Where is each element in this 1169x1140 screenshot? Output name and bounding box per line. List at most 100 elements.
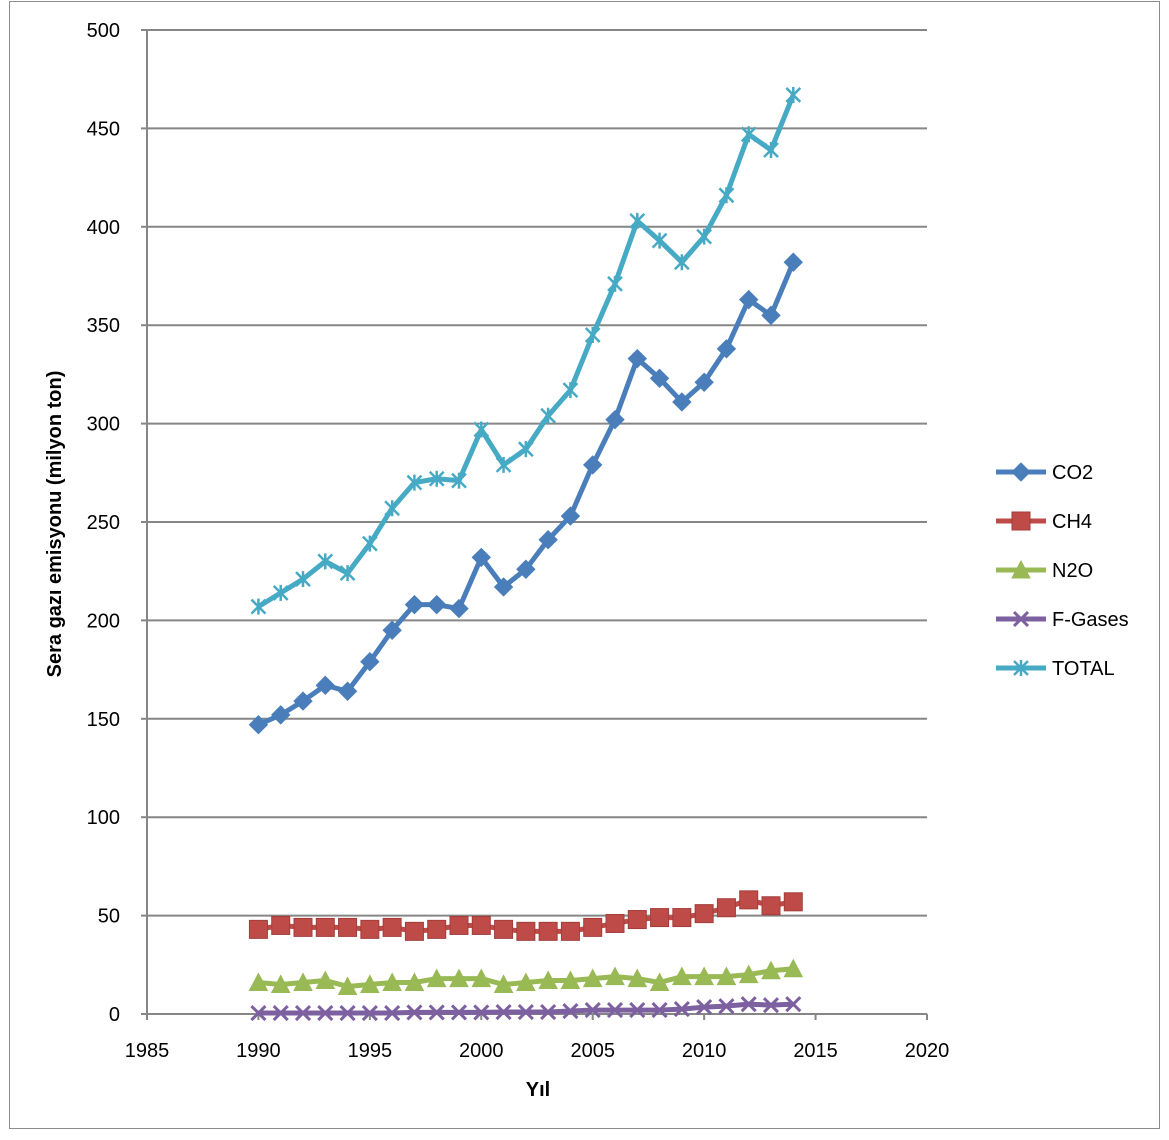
data-point xyxy=(517,1003,534,1021)
y-tick-label: 400 xyxy=(87,217,120,239)
data-point xyxy=(516,559,536,579)
y-tick-label: 500 xyxy=(87,20,120,42)
data-point xyxy=(560,921,580,941)
y-tick-label: 200 xyxy=(87,610,120,632)
legend-label: TOTAL xyxy=(1052,658,1115,680)
data-point xyxy=(718,998,735,1015)
data-point xyxy=(694,372,714,392)
data-point xyxy=(673,254,690,271)
data-point xyxy=(740,126,757,143)
data-point xyxy=(248,714,269,735)
legend-item: N2O xyxy=(996,559,1093,582)
data-point xyxy=(293,972,313,992)
data-point xyxy=(538,970,558,990)
data-point xyxy=(337,681,358,701)
data-point xyxy=(404,972,425,992)
legend-item: CO2 xyxy=(996,462,1093,484)
data-point xyxy=(406,474,423,491)
data-point xyxy=(427,919,447,939)
data-point xyxy=(696,228,713,245)
data-point xyxy=(783,958,804,978)
data-point xyxy=(295,571,311,588)
data-point xyxy=(763,142,779,159)
y-tick-label: 50 xyxy=(98,906,120,928)
y-tick-label: 0 xyxy=(109,1004,120,1026)
data-point xyxy=(785,86,802,103)
data-point xyxy=(361,1004,378,1022)
data-point xyxy=(339,565,356,582)
data-point xyxy=(495,1003,512,1021)
data-point xyxy=(317,553,334,570)
data-point xyxy=(562,1002,579,1020)
data-point xyxy=(672,392,692,412)
data-point xyxy=(560,970,581,990)
data-point xyxy=(516,921,536,941)
data-point xyxy=(672,908,692,928)
data-point xyxy=(250,1004,267,1022)
x-tick-label: 1985 xyxy=(125,1040,170,1062)
data-point xyxy=(360,974,380,993)
data-point xyxy=(673,1001,690,1018)
data-point xyxy=(428,470,445,487)
data-point xyxy=(337,976,358,995)
data-point xyxy=(716,898,736,918)
data-point xyxy=(627,968,648,988)
data-point xyxy=(627,348,647,369)
data-point xyxy=(426,968,447,988)
data-point xyxy=(649,972,670,992)
x-tick-label: 2020 xyxy=(905,1040,950,1062)
data-point xyxy=(739,289,759,310)
data-point xyxy=(473,1004,490,1021)
data-point xyxy=(583,917,603,937)
series-co2 xyxy=(248,252,803,735)
data-point xyxy=(694,904,714,924)
legend-item: TOTAL xyxy=(996,658,1115,680)
data-point xyxy=(629,1001,646,1019)
series-total xyxy=(250,86,802,615)
data-point xyxy=(248,919,268,939)
data-point xyxy=(607,275,623,292)
data-point xyxy=(339,1004,356,1022)
y-tick-label: 150 xyxy=(87,709,120,731)
data-point xyxy=(495,456,512,473)
data-point xyxy=(606,1001,624,1019)
data-point xyxy=(384,1004,401,1022)
data-point xyxy=(270,974,291,993)
data-point xyxy=(650,908,670,928)
legend-marker xyxy=(1011,511,1031,531)
data-point xyxy=(428,1004,445,1021)
data-point xyxy=(272,1004,289,1022)
series-layer xyxy=(248,86,804,1022)
gridlines xyxy=(147,29,927,917)
y-tick-label: 100 xyxy=(87,807,120,829)
data-point xyxy=(516,972,536,992)
data-point xyxy=(651,232,668,249)
y-tick-label: 350 xyxy=(87,315,120,337)
data-point xyxy=(761,305,781,326)
data-point xyxy=(517,441,534,458)
chart-frame xyxy=(9,1,1160,1129)
data-point xyxy=(540,407,557,424)
data-point xyxy=(494,919,514,939)
data-point xyxy=(538,530,558,550)
data-point xyxy=(360,652,380,672)
data-point xyxy=(473,421,490,438)
data-point xyxy=(360,919,380,939)
x-tick-label: 1990 xyxy=(236,1040,281,1062)
data-point xyxy=(761,896,781,916)
data-point xyxy=(762,997,780,1014)
data-point xyxy=(651,1001,668,1019)
data-point xyxy=(627,910,647,930)
legend-marker xyxy=(1011,462,1031,482)
legend-marker xyxy=(1011,559,1031,579)
data-point xyxy=(450,1004,468,1021)
data-point xyxy=(406,1004,423,1021)
data-point xyxy=(293,691,313,711)
legend: CO2 CH4 N2O F-Gases TOTAL xyxy=(996,462,1129,680)
data-point xyxy=(716,339,737,359)
data-point xyxy=(315,675,335,696)
data-point xyxy=(315,917,335,937)
data-point xyxy=(449,968,469,988)
y-tick-label: 250 xyxy=(87,512,120,534)
